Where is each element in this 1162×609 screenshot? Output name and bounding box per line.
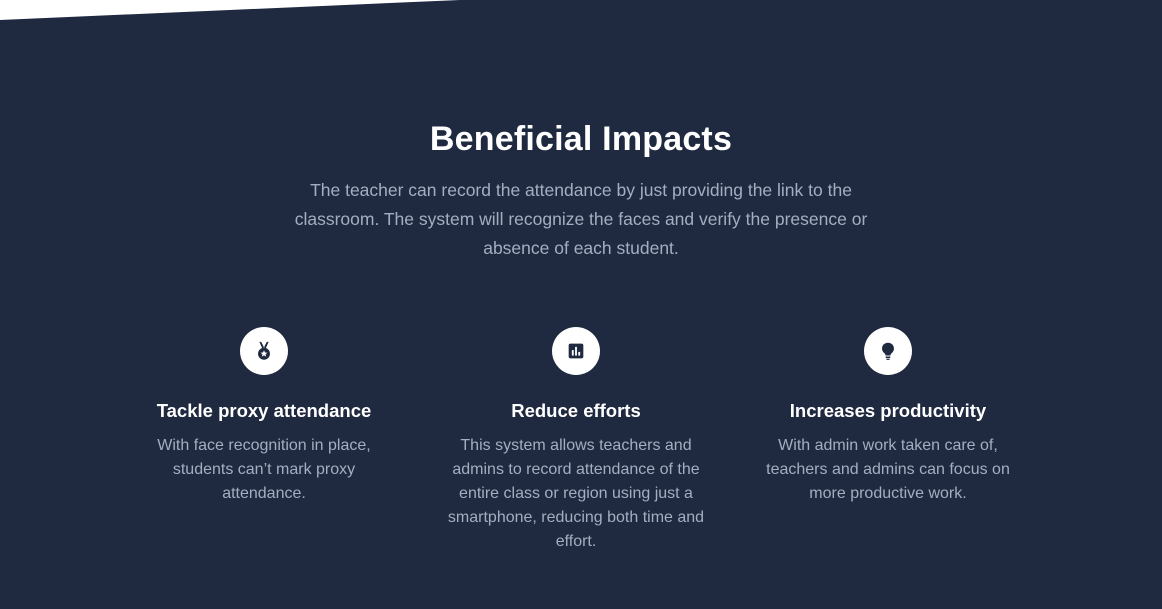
feature-item-proxy-attendance: Tackle proxy attendance With face recogn… — [108, 327, 420, 567]
medal-icon — [240, 327, 288, 375]
feature-text: With admin work taken care of, teachers … — [766, 437, 1010, 502]
features-list: Tackle proxy attendance With face recogn… — [108, 327, 1044, 567]
feature-title: Increases productivity — [789, 400, 987, 421]
feature-text: With face recognition in place, students… — [157, 437, 371, 502]
feature-title: Tackle proxy attendance — [156, 400, 372, 421]
section-intro: The teacher can record the attendance by… — [294, 180, 868, 258]
bar-chart-icon — [552, 327, 600, 375]
feature-title: Reduce efforts — [511, 400, 641, 421]
feature-text: This system allows teachers and admins t… — [447, 437, 705, 550]
feature-item-reduce-efforts: Reduce efforts This system allows teache… — [420, 327, 732, 567]
section-title: Beneficial Impacts — [429, 120, 733, 158]
lightbulb-icon — [864, 327, 912, 375]
top-section-divider — [0, 0, 460, 20]
feature-item-increases-productivity: Increases productivity With admin work t… — [732, 327, 1044, 567]
